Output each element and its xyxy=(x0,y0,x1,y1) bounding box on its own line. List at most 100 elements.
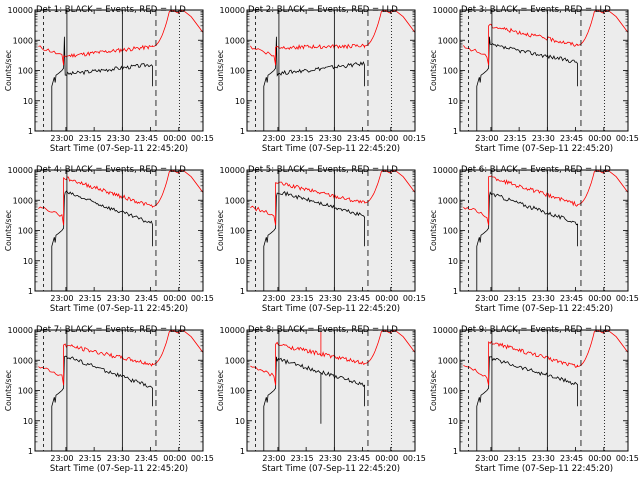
events-series-line xyxy=(263,36,366,131)
x-tick-label: 23:30 xyxy=(532,454,555,463)
events-series-line xyxy=(476,36,578,131)
panel-title: Det 6: BLACK = Events, RED = LLD xyxy=(461,165,611,175)
plot-area xyxy=(35,170,203,291)
detector-panel-1: 1 10 100 1000 10000 23:00 23:15 23:30 23:45 00:00… xyxy=(4,5,214,154)
x-tick-label: 23:30 xyxy=(532,294,555,303)
y-tick-label: 10 xyxy=(235,257,245,266)
x-tick-label: 23:45 xyxy=(135,134,158,143)
events-series-line xyxy=(51,355,154,451)
panel-title: Det 8: BLACK = Events, RED = LLD xyxy=(248,325,398,335)
y-tick-label: 1000 xyxy=(438,36,458,45)
x-tick-label: 00:15 xyxy=(403,294,426,303)
x-tick-label: 23:00 xyxy=(475,134,498,143)
x-tick-label: 23:00 xyxy=(262,134,285,143)
x-tick-label: 23:30 xyxy=(319,294,342,303)
y-tick-label: 100 xyxy=(443,387,458,396)
y-tick-label: 1 xyxy=(28,287,33,296)
panel-title: Det 7: BLACK = Events, RED = LLD xyxy=(36,325,186,335)
detector-panel-3: 1 10 100 1000 10000 23:00 23:15 23:30 23:45 00:00… xyxy=(429,5,639,154)
panel-title: Det 5: BLACK = Events, RED = LLD xyxy=(248,165,398,175)
x-tick-label: 00:00 xyxy=(588,294,611,303)
y-tick-label: 10000 xyxy=(8,326,33,335)
x-tick-label: 23:15 xyxy=(79,134,102,143)
plot-area xyxy=(35,330,203,451)
x-tick-label: 00:15 xyxy=(191,294,214,303)
plot-area xyxy=(460,330,628,451)
x-tick-label: 23:00 xyxy=(50,134,73,143)
y-tick-label: 100 xyxy=(230,227,245,236)
y-axis-label: Counts/sec xyxy=(216,370,225,411)
plot-area xyxy=(35,10,203,131)
y-tick-label: 10000 xyxy=(220,6,245,15)
lld-series-line xyxy=(250,169,416,226)
detector-panel-4: 1 10 100 1000 10000 23:00 23:15 23:30 23:45 00:00… xyxy=(4,165,214,314)
panel-title: Det 9: BLACK = Events, RED = LLD xyxy=(461,325,611,335)
x-tick-label: 00:00 xyxy=(375,134,398,143)
x-tick-label: 23:45 xyxy=(560,454,583,463)
y-tick-label: 1 xyxy=(453,447,458,456)
events-series-line xyxy=(476,191,578,291)
y-tick-label: 100 xyxy=(443,227,458,236)
y-tick-label: 1 xyxy=(240,127,245,136)
lld-series-line xyxy=(38,329,204,386)
x-tick-label: 00:00 xyxy=(163,294,186,303)
y-tick-label: 10 xyxy=(448,97,458,106)
x-tick-label: 23:45 xyxy=(560,134,583,143)
detector-panel-8: 1 10 100 1000 10000 23:00 23:15 23:30 23:45 00:00… xyxy=(216,325,426,474)
x-tick-label: 23:00 xyxy=(262,454,285,463)
x-tick-label: 00:00 xyxy=(375,294,398,303)
lld-series-line xyxy=(250,9,416,66)
y-axis-label: Counts/sec xyxy=(4,370,13,411)
events-series-line xyxy=(476,356,578,451)
x-tick-label: 00:15 xyxy=(616,134,639,143)
y-tick-label: 10 xyxy=(235,417,245,426)
detector-panel-7: 1 10 100 1000 10000 23:00 23:15 23:30 23:45 00:00… xyxy=(4,325,214,474)
y-tick-label: 100 xyxy=(18,67,33,76)
y-tick-label: 100 xyxy=(230,387,245,396)
y-tick-label: 10000 xyxy=(8,6,33,15)
y-tick-label: 1000 xyxy=(13,196,33,205)
y-tick-label: 100 xyxy=(230,67,245,76)
lld-series-line xyxy=(38,169,204,226)
x-tick-label: 00:15 xyxy=(616,294,639,303)
y-tick-label: 1 xyxy=(240,447,245,456)
x-axis-label: Start Time (07-Sep-11 22:45:20) xyxy=(475,304,613,314)
x-tick-label: 23:00 xyxy=(475,454,498,463)
y-tick-label: 1000 xyxy=(13,356,33,365)
x-tick-label: 23:30 xyxy=(107,454,130,463)
x-axis-label: Start Time (07-Sep-11 22:45:20) xyxy=(475,464,613,474)
x-tick-label: 00:15 xyxy=(616,454,639,463)
x-tick-label: 23:00 xyxy=(262,294,285,303)
y-tick-label: 1000 xyxy=(225,356,245,365)
plot-area xyxy=(460,10,628,131)
y-tick-label: 1000 xyxy=(225,36,245,45)
y-axis-label: Counts/sec xyxy=(429,370,438,411)
plot-area xyxy=(460,170,628,291)
y-tick-label: 1 xyxy=(28,127,33,136)
x-tick-label: 23:45 xyxy=(135,294,158,303)
x-tick-label: 23:45 xyxy=(347,134,370,143)
x-axis-label: Start Time (07-Sep-11 22:45:20) xyxy=(262,144,400,154)
x-tick-label: 23:15 xyxy=(291,454,314,463)
y-axis-label: Counts/sec xyxy=(429,210,438,251)
x-tick-label: 23:15 xyxy=(504,454,527,463)
x-tick-label: 23:15 xyxy=(504,294,527,303)
y-tick-label: 100 xyxy=(18,227,33,236)
panel-title: Det 2: BLACK = Events, RED = LLD xyxy=(248,5,398,15)
y-tick-label: 10 xyxy=(448,257,458,266)
x-tick-label: 00:15 xyxy=(403,134,426,143)
x-tick-label: 23:30 xyxy=(107,294,130,303)
events-series-line xyxy=(51,190,154,291)
x-tick-label: 23:00 xyxy=(50,454,73,463)
x-axis-label: Start Time (07-Sep-11 22:45:20) xyxy=(50,144,188,154)
y-tick-label: 1 xyxy=(453,287,458,296)
y-tick-label: 1000 xyxy=(13,36,33,45)
y-tick-label: 1 xyxy=(28,447,33,456)
y-tick-label: 10000 xyxy=(433,6,458,15)
x-tick-label: 23:45 xyxy=(347,294,370,303)
events-series-line xyxy=(263,191,366,291)
y-tick-label: 1000 xyxy=(438,356,458,365)
x-tick-label: 23:15 xyxy=(79,294,102,303)
y-axis-label: Counts/sec xyxy=(216,210,225,251)
x-tick-label: 23:00 xyxy=(50,294,73,303)
